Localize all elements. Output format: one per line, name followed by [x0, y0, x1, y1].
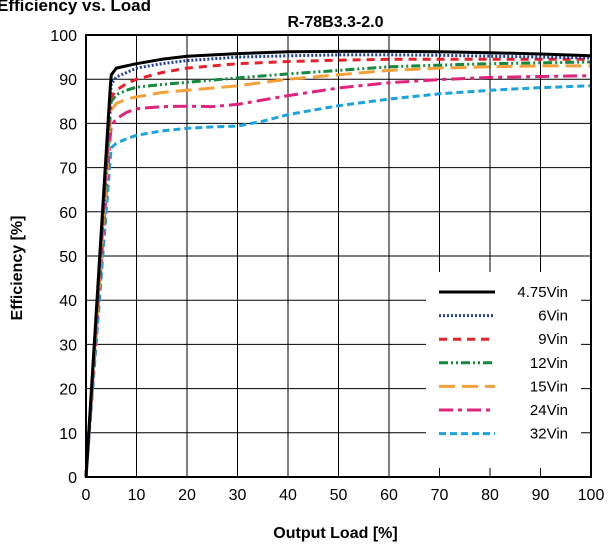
series-lines [84, 49, 592, 478]
x-tick-label: 10 [128, 487, 146, 504]
legend: 4.75Vin 6Vin 9Vin 12Vin 15Vin 24Vin 32Vin [426, 272, 581, 468]
x-tick-label: 30 [229, 487, 247, 504]
series-line [84, 84, 592, 478]
legend-label: 4.75Vin [517, 284, 568, 301]
y-tick-label: 60 [59, 205, 77, 222]
y-tick-label: 40 [59, 293, 77, 310]
series-line [84, 74, 592, 478]
legend-label: 15Vin [530, 378, 568, 395]
x-tick-label: 20 [178, 487, 196, 504]
x-axis-label: Output Load [%] [273, 525, 398, 542]
legend-box [426, 272, 581, 468]
x-tick-label: 80 [481, 487, 499, 504]
y-tick-label: 90 [59, 72, 77, 89]
tick-labels: 0 10 20 30 40 50 60 70 80 90 100 0 10 20 30 40 50 60 70 80 9… [50, 28, 604, 504]
y-tick-label: 10 [59, 426, 77, 443]
plot-frame [85, 34, 592, 478]
x-tick-label: 50 [330, 487, 348, 504]
series-line [84, 49, 592, 478]
series-line [84, 53, 592, 478]
x-tick-label: 0 [82, 487, 91, 504]
series-line [84, 64, 591, 478]
x-tick-label: 40 [279, 487, 297, 504]
x-tick-label: 60 [380, 487, 398, 504]
legend-label: 9Vin [538, 331, 568, 348]
y-tick-label: 0 [68, 470, 77, 487]
y-tick-label: 80 [59, 116, 77, 133]
series-line [84, 60, 592, 478]
legend-label: 12Vin [530, 355, 568, 372]
y-tick-label: 30 [59, 337, 77, 354]
y-tick-label: 70 [59, 161, 77, 178]
legend-label: 32Vin [530, 426, 568, 443]
x-tick-label: 100 [578, 487, 605, 504]
series-line [84, 57, 591, 478]
legend-label: 24Vin [530, 402, 568, 419]
y-tick-label: 100 [50, 28, 77, 45]
x-tick-label: 90 [532, 487, 550, 504]
chart-title: R-78B3.3-2.0 [287, 14, 384, 31]
x-tick-label: 70 [431, 487, 449, 504]
y-tick-label: 50 [59, 249, 77, 266]
y-tick-label: 20 [59, 382, 77, 399]
legend-label: 6Vin [538, 308, 568, 325]
page-title: Efficiency vs. Load [0, 0, 151, 15]
